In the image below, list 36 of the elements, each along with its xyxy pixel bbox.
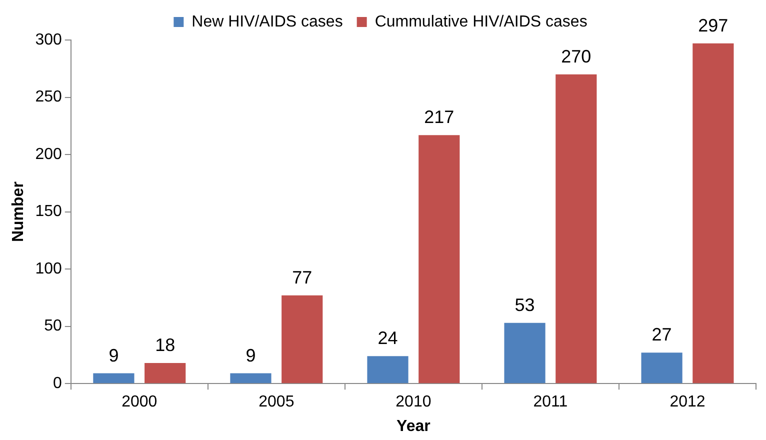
data-label: 270 [561,46,592,66]
x-tick-label: 2005 [258,394,294,411]
data-label: 77 [292,267,312,288]
data-label: 24 [378,328,398,348]
y-tick-label: 150 [35,203,62,220]
data-label: 27 [652,324,672,345]
bar [144,362,186,384]
y-tick-label: 300 [35,31,62,48]
y-axis-title: Number [10,182,28,242]
bar [641,352,682,384]
data-label: 297 [698,15,728,36]
data-label: 9 [246,345,256,366]
bar [367,356,408,384]
bar [230,373,272,384]
x-tick-label: 2000 [122,394,158,411]
y-tick-label: 200 [35,146,62,163]
x-tick-label: 2011 [533,394,568,411]
bar [692,43,734,384]
x-tick-label: 2010 [396,394,432,411]
y-tick-label: 100 [35,260,62,278]
legend-label: Cummulative HIV/AIDS cases [374,13,588,30]
bar [282,295,323,384]
data-label: 53 [514,294,535,315]
legend-label: New HIV/AIDS cases [192,13,343,30]
data-label: 9 [108,345,119,366]
y-tick-label: 0 [52,375,62,392]
data-label: 18 [155,334,176,355]
x-tick-label: 2012 [670,394,706,411]
x-axis-title: Year [396,418,430,435]
bar [556,74,597,384]
y-tick-label: 50 [44,318,62,335]
bar [418,135,460,384]
y-tick-label: 250 [35,88,62,106]
data-label: 217 [424,107,454,128]
bar [504,322,546,384]
bar [93,373,134,384]
